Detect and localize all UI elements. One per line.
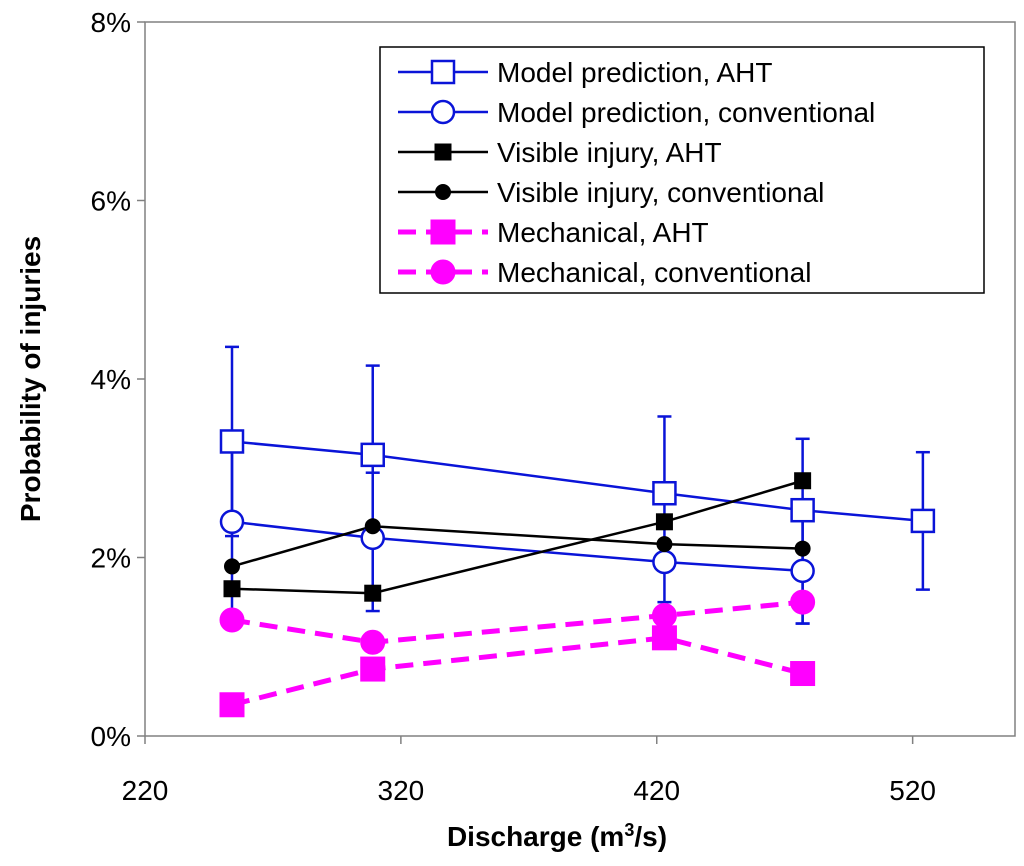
y-tick-label: 6% (91, 186, 131, 217)
y-axis-ticks: 0% 2% 4% 6% 8% (91, 7, 145, 752)
x-axis-title: Discharge (m3/s) (447, 820, 667, 852)
data-point (219, 429, 245, 454)
x-axis-title-suffix: /s) (634, 821, 667, 852)
data-point (652, 549, 677, 575)
data-point (790, 661, 816, 687)
legend-marker-3 (435, 184, 451, 200)
x-tick-label: 320 (378, 775, 425, 806)
legend-box (379, 46, 985, 294)
data-point (652, 480, 677, 506)
series-line-1 (231, 520, 803, 573)
legend-marker-5 (430, 259, 456, 285)
data-point (910, 508, 936, 534)
data-point (219, 692, 245, 718)
data-point (790, 589, 816, 615)
legend-label-1: Model prediction, conventional (497, 97, 875, 128)
x-tick-label: 520 (889, 775, 936, 806)
data-point (794, 472, 812, 490)
data-point (651, 625, 677, 651)
series-line-5 (231, 599, 803, 645)
x-tick-label: 420 (633, 775, 680, 806)
y-axis-title: Probability of injuries (15, 236, 46, 522)
data-point (224, 558, 240, 575)
series-markers (219, 429, 936, 718)
data-point (655, 513, 673, 531)
legend-label-0: Model prediction, AHT (497, 57, 772, 88)
data-point (360, 629, 386, 655)
y-tick-label: 4% (91, 364, 131, 395)
data-point (360, 442, 385, 468)
legend-marker-2 (434, 143, 452, 161)
data-point (219, 607, 245, 633)
series-lines (231, 440, 923, 708)
y-tick-label: 8% (91, 7, 131, 38)
data-point (364, 584, 382, 602)
data-point (651, 603, 677, 629)
data-point (364, 518, 381, 535)
data-point (360, 656, 386, 682)
data-point (794, 540, 811, 557)
legend-label-3: Visible injury, conventional (497, 177, 824, 208)
data-point (223, 580, 241, 598)
data-point (219, 509, 245, 535)
series-line-2 (231, 479, 803, 595)
series-line-3 (231, 525, 803, 568)
y-tick-label: 0% (91, 721, 131, 752)
legend-label-5: Mechanical, conventional (497, 257, 811, 288)
data-point (790, 497, 815, 523)
series-line-4 (231, 635, 804, 708)
legend-label-4: Mechanical, AHT (497, 217, 709, 248)
y-tick-label: 2% (91, 543, 131, 574)
x-axis-title-main: Discharge (m (447, 821, 624, 852)
x-tick-label: 220 (122, 775, 169, 806)
legend-marker-4 (430, 219, 456, 245)
legend-label-2: Visible injury, AHT (497, 137, 722, 168)
x-axis-ticks: 220 320 420 520 (122, 736, 936, 806)
legend-marker-0 (430, 59, 456, 85)
legend: Model prediction, AHT Model prediction, c… (379, 46, 985, 294)
data-point (656, 536, 673, 553)
data-point (790, 558, 815, 584)
legend-marker-1 (430, 99, 456, 125)
x-axis-title-sup: 3 (624, 820, 634, 840)
